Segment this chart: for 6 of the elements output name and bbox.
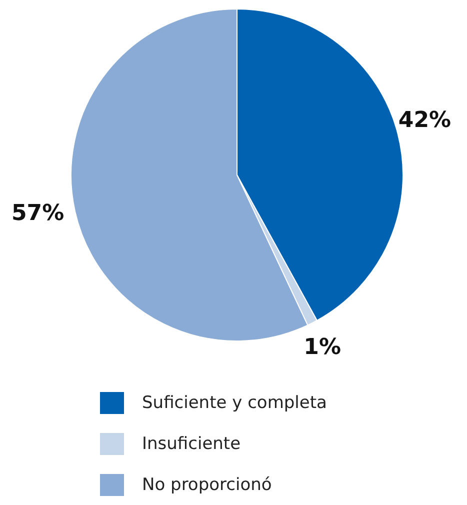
data-label: 57% xyxy=(11,200,64,226)
data-label: 1% xyxy=(304,334,342,360)
legend-label: No proporcionó xyxy=(142,474,272,494)
legend-label: Suficiente y completa xyxy=(142,392,327,412)
legend-label: Insuficiente xyxy=(142,434,241,454)
data-label: 42% xyxy=(398,108,452,134)
